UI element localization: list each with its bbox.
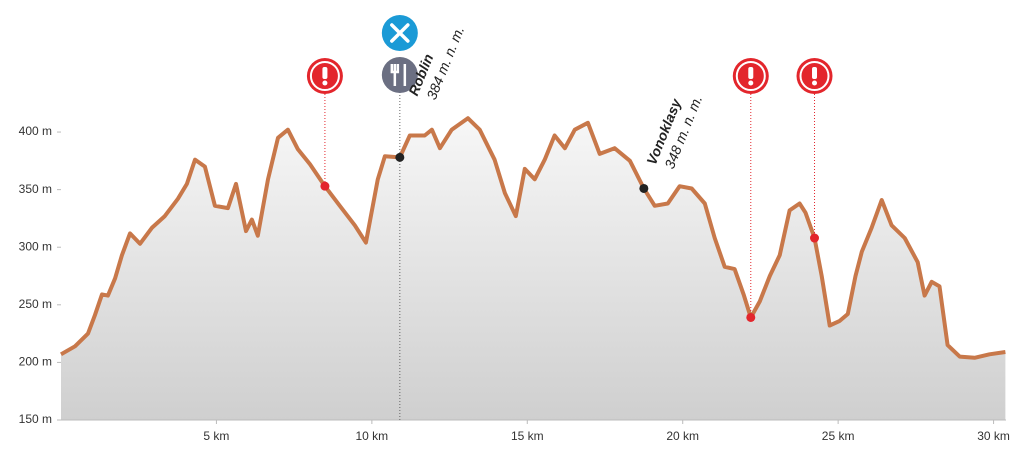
x-tick-label: 15 km: [511, 429, 544, 443]
x-tick-label: 10 km: [356, 429, 389, 443]
food-glyph: [390, 64, 407, 86]
y-tick-label: 150 m: [19, 412, 52, 426]
x-tick-label: 30 km: [977, 429, 1010, 443]
y-tick-label: 200 m: [19, 355, 52, 369]
y-tick-label: 250 m: [19, 297, 52, 311]
y-tick-label: 300 m: [19, 239, 52, 253]
place-point: [639, 183, 649, 193]
x-tick-label: 20 km: [666, 429, 699, 443]
warning-dot: [322, 80, 328, 86]
place-point: [395, 152, 405, 162]
elevation-line: [60, 116, 1006, 360]
area-fill: [61, 118, 1006, 420]
warning-dot: [812, 80, 818, 86]
warning-mark: [322, 67, 328, 79]
y-tick-label: 400 m: [19, 124, 52, 138]
warning-point: [746, 312, 756, 322]
warning-mark: [812, 67, 818, 79]
warning-icon-ring: [799, 61, 830, 91]
warning-icon-ring: [309, 61, 340, 91]
warning-icon-ring: [735, 61, 766, 91]
warning-mark: [748, 67, 754, 79]
warning-point: [810, 233, 820, 243]
warning-point: [320, 181, 330, 191]
x-tick-label: 5 km: [203, 429, 229, 443]
y-tick-label: 350 m: [19, 182, 52, 196]
service-glyph: [390, 23, 410, 43]
warning-dot: [748, 80, 754, 86]
x-tick-label: 25 km: [822, 429, 855, 443]
